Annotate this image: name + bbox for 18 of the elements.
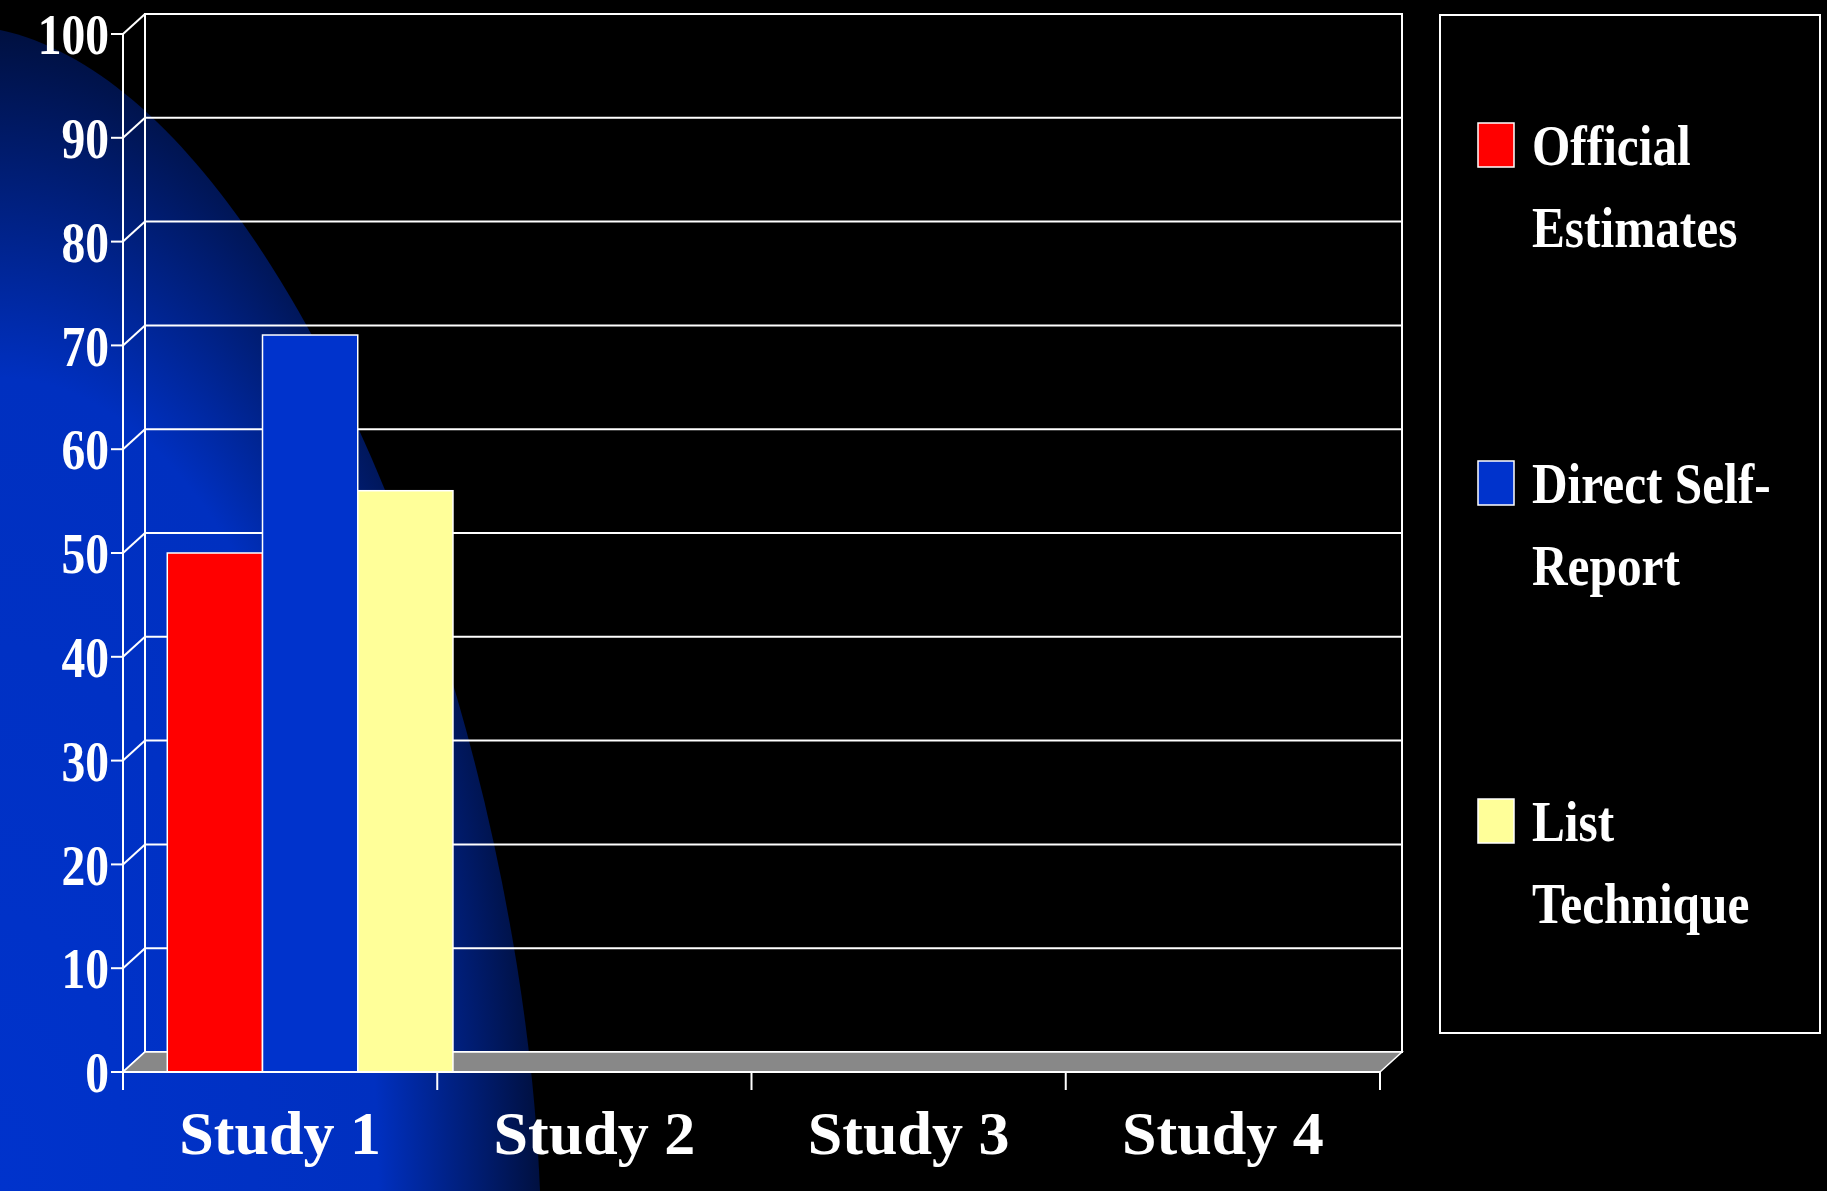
y-tick-label: 10 bbox=[61, 937, 109, 1001]
y-tick-label: 30 bbox=[61, 729, 109, 793]
y-tick-label: 80 bbox=[61, 210, 109, 274]
legend-label: List Technique bbox=[1532, 789, 1750, 936]
x-tick-label: Study 4 bbox=[1122, 1099, 1324, 1167]
y-tick-label: 50 bbox=[61, 521, 109, 586]
x-tick-label: Study 1 bbox=[179, 1099, 381, 1167]
y-tick-label: 70 bbox=[61, 314, 109, 378]
y-tick-label: 40 bbox=[61, 625, 109, 690]
y-tick-label: 0 bbox=[85, 1040, 109, 1105]
y-tick-label: 90 bbox=[61, 106, 109, 171]
legend-label: Official Estimates bbox=[1532, 113, 1738, 260]
y-tick-label: 60 bbox=[61, 418, 109, 482]
x-tick-label: Study 2 bbox=[493, 1099, 696, 1167]
y-tick-label: 100 bbox=[37, 2, 109, 67]
y-tick-label: 20 bbox=[61, 833, 109, 897]
legend-label: Direct Self-Report bbox=[1532, 451, 1771, 598]
x-tick-label: Study 3 bbox=[807, 1099, 1010, 1167]
